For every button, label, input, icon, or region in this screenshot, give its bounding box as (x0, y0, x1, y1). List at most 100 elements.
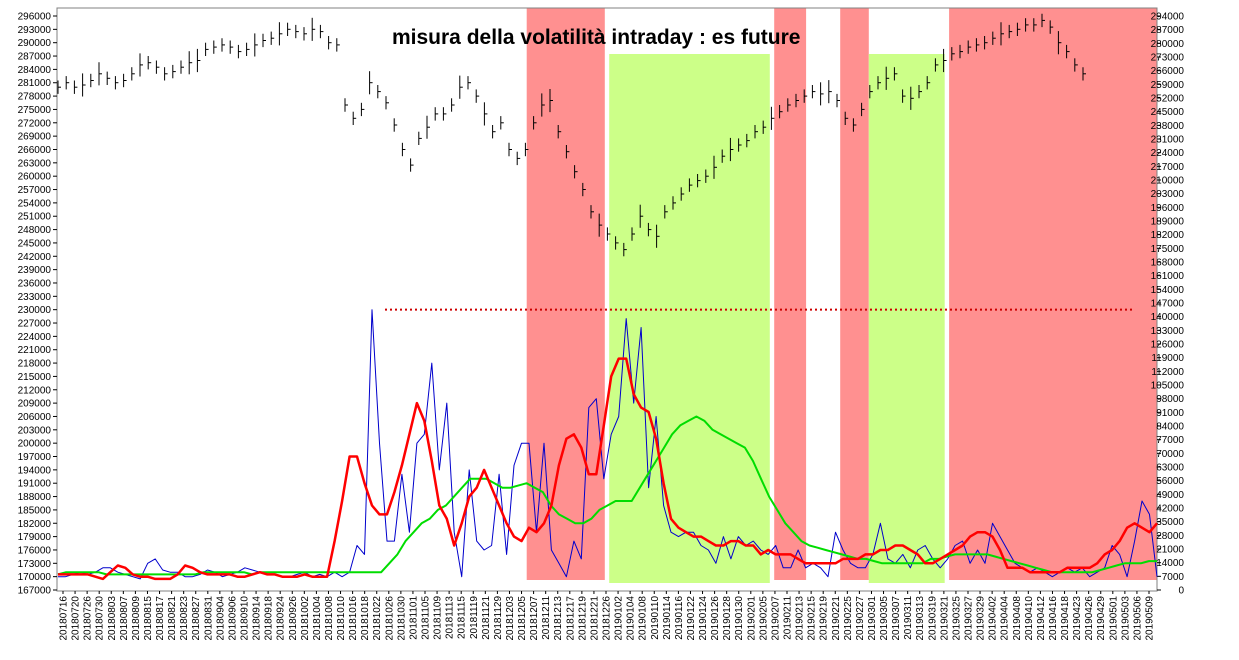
right-tick-label: 126000 (1151, 340, 1185, 351)
x-tick-label: 20190108 (638, 596, 649, 641)
right-tick-label: 7000 (1162, 572, 1185, 583)
x-tick-label: 20190225 (843, 596, 854, 641)
x-tick-label: 20181221 (589, 596, 600, 641)
right-tick-label: 133000 (1151, 326, 1185, 337)
x-tick-label: 20190307 (891, 596, 902, 641)
left-tick-label: 272000 (18, 118, 52, 129)
x-tick-label: 20190104 (626, 596, 637, 641)
zone-red-3 (840, 8, 869, 580)
right-tick-label: 119000 (1151, 353, 1184, 364)
left-tick-label: 182000 (18, 519, 52, 530)
x-tick-label: 20190219 (819, 596, 830, 641)
x-tick-label: 20190211 (783, 596, 794, 640)
x-tick-label: 20190114 (662, 596, 673, 640)
x-tick-label: 20180914 (252, 596, 263, 641)
x-tick-label: 20181010 (336, 596, 347, 641)
right-tick-label: 0 (1178, 586, 1184, 597)
left-tick-label: 224000 (18, 332, 52, 343)
left-tick-label: 215000 (18, 372, 52, 383)
x-tick-label: 20190501 (1108, 596, 1119, 641)
right-tick-label: 42000 (1156, 504, 1184, 515)
x-tick-label: 20190412 (1036, 596, 1047, 641)
x-tick-label: 20181205 (517, 596, 528, 641)
left-tick-label: 188000 (18, 492, 52, 503)
right-tick-label: 140000 (1151, 312, 1185, 323)
x-tick-label: 20181207 (529, 596, 540, 641)
x-tick-label: 20180807 (119, 596, 130, 641)
x-tick-label: 20180926 (288, 596, 299, 641)
left-tick-label: 287000 (18, 52, 52, 63)
x-tick-label: 20190410 (1024, 596, 1035, 641)
x-tick-label: 20190423 (1072, 596, 1083, 641)
left-tick-label: 296000 (18, 12, 52, 23)
left-tick-label: 170000 (18, 572, 52, 583)
x-tick-label: 20181022 (372, 596, 383, 641)
right-y-axis: 2940002870002800002730002660002590002520… (1151, 12, 1185, 597)
x-tick-label: 20181203 (505, 596, 516, 641)
x-tick-label: 20190227 (855, 596, 866, 641)
x-tick-label: 20180815 (143, 596, 154, 641)
plot-frame (56, 7, 1158, 592)
right-tick-label: 273000 (1151, 53, 1185, 64)
x-tick-label: 20180817 (155, 596, 166, 641)
x-tick-label: 20181002 (300, 596, 311, 641)
zone-red-0 (526, 8, 605, 580)
left-tick-label: 227000 (18, 319, 52, 330)
right-tick-label: 56000 (1156, 476, 1184, 487)
left-tick-label: 266000 (18, 145, 52, 156)
left-tick-label: 209000 (18, 399, 52, 410)
left-tick-label: 284000 (18, 65, 52, 76)
x-tick-label: 20190319 (927, 596, 938, 641)
x-tick-label: 20190506 (1132, 596, 1143, 641)
chart-title: misura della volatilità intraday : es fu… (392, 26, 800, 49)
x-tick-label: 20190329 (976, 596, 987, 641)
left-tick-label: 218000 (18, 359, 52, 370)
x-tick-label: 20181217 (565, 596, 576, 641)
volatility-series-line (58, 309, 1158, 580)
right-tick-label: 28000 (1156, 531, 1184, 542)
left-tick-label: 257000 (18, 185, 52, 196)
x-tick-label: 20180910 (240, 596, 251, 641)
x-tick-label: 20181004 (312, 596, 323, 641)
right-tick-label: 189000 (1151, 217, 1185, 228)
x-tick-label: 20190102 (614, 596, 625, 641)
left-tick-label: 191000 (18, 479, 52, 490)
left-tick-label: 179000 (18, 532, 52, 543)
shaded-zones (526, 8, 1157, 583)
right-tick-label: 168000 (1151, 258, 1185, 269)
right-tick-label: 231000 (1151, 135, 1185, 146)
x-tick-label: 20180904 (215, 596, 226, 641)
left-tick-label: 248000 (18, 225, 52, 236)
right-tick-label: 245000 (1151, 107, 1185, 118)
left-tick-label: 212000 (18, 385, 52, 396)
price-series (57, 13, 1086, 257)
x-tick-label: 20190201 (746, 596, 757, 641)
x-tick-label: 20190327 (964, 596, 975, 641)
x-tick-label: 20180720 (71, 596, 82, 641)
x-tick-label: 20181211 (541, 596, 552, 640)
x-tick-label: 20181121 (481, 596, 492, 640)
x-tick-label: 20181129 (493, 596, 504, 640)
right-tick-label: 91000 (1156, 408, 1184, 419)
x-tick-label: 20190116 (674, 596, 685, 640)
right-tick-label: 280000 (1151, 39, 1185, 50)
x-tick-label: 20190321 (939, 596, 950, 641)
left-tick-label: 194000 (18, 465, 52, 476)
x-tick-label: 20180831 (203, 596, 214, 641)
left-tick-label: 281000 (18, 78, 52, 89)
right-tick-label: 70000 (1156, 449, 1184, 460)
x-tick-label: 20190128 (722, 596, 733, 641)
left-tick-label: 263000 (18, 158, 52, 169)
right-tick-label: 294000 (1151, 12, 1185, 23)
x-tick-label: 20190126 (710, 596, 721, 641)
x-tick-label: 20180730 (95, 596, 106, 641)
x-tick-label: 20180918 (264, 596, 275, 641)
left-tick-label: 239000 (18, 265, 52, 276)
right-tick-label: 63000 (1156, 463, 1184, 474)
x-tick-label: 20180821 (167, 596, 178, 641)
x-tick-label: 20181018 (360, 596, 371, 641)
zone-red-2 (774, 8, 807, 580)
x-tick-label: 20180716 (59, 596, 70, 641)
x-tick-label: 20190305 (879, 596, 890, 641)
